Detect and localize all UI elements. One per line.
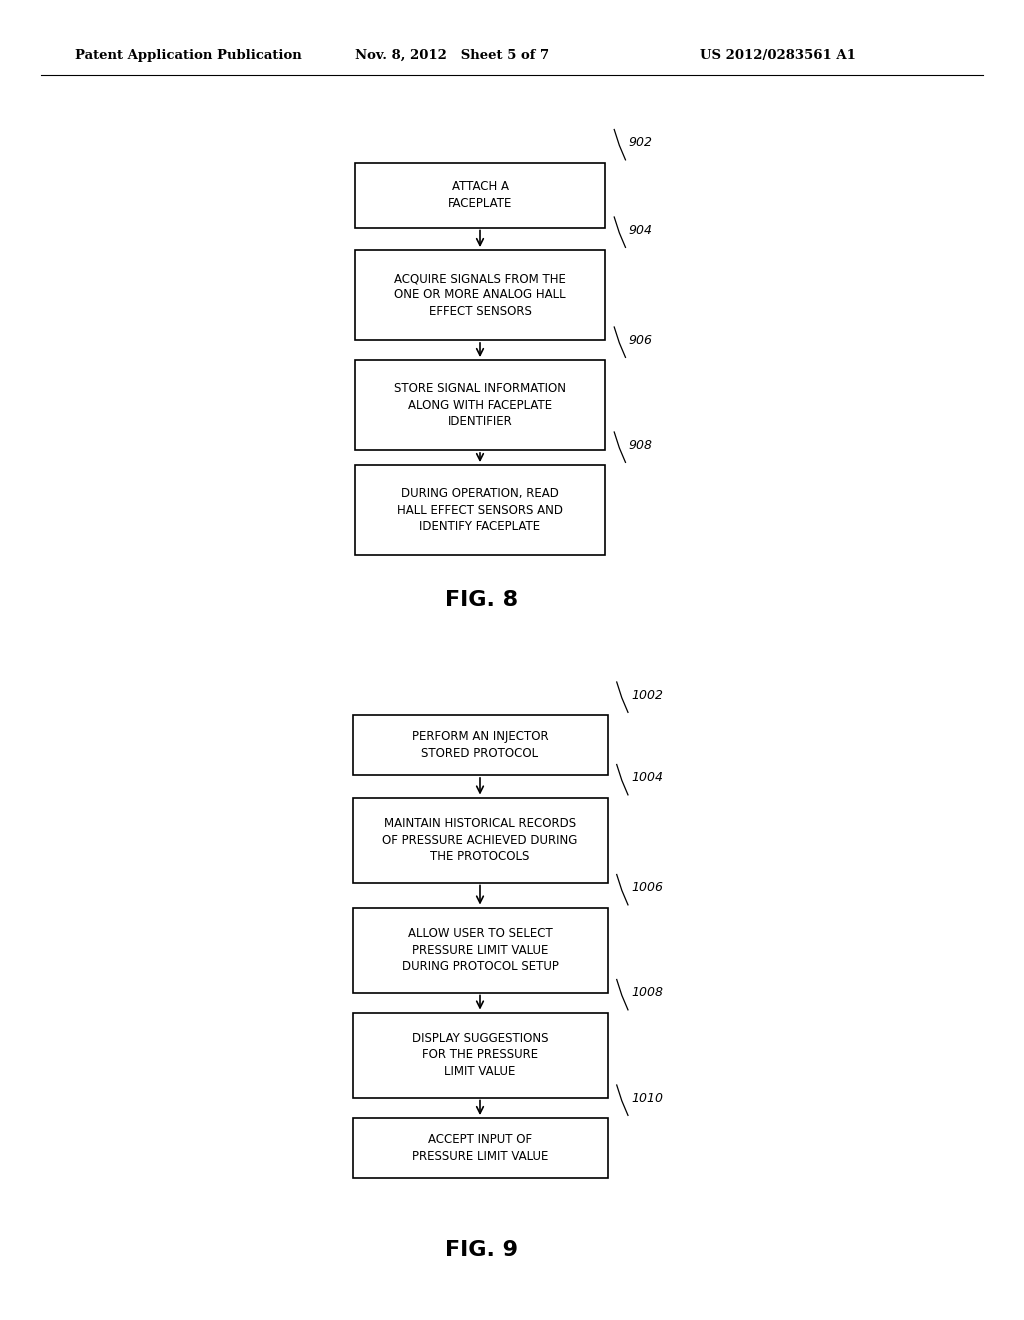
Text: ALLOW USER TO SELECT
PRESSURE LIMIT VALUE
DURING PROTOCOL SETUP: ALLOW USER TO SELECT PRESSURE LIMIT VALU… bbox=[401, 927, 558, 973]
FancyBboxPatch shape bbox=[352, 715, 607, 775]
Text: US 2012/0283561 A1: US 2012/0283561 A1 bbox=[700, 49, 856, 62]
Text: 1010: 1010 bbox=[631, 1092, 664, 1105]
Text: 1004: 1004 bbox=[631, 771, 664, 784]
Text: PERFORM AN INJECTOR
STORED PROTOCOL: PERFORM AN INJECTOR STORED PROTOCOL bbox=[412, 730, 548, 760]
Text: DISPLAY SUGGESTIONS
FOR THE PRESSURE
LIMIT VALUE: DISPLAY SUGGESTIONS FOR THE PRESSURE LIM… bbox=[412, 1032, 548, 1078]
FancyBboxPatch shape bbox=[352, 1012, 607, 1097]
Text: Nov. 8, 2012   Sheet 5 of 7: Nov. 8, 2012 Sheet 5 of 7 bbox=[355, 49, 549, 62]
Text: DURING OPERATION, READ
HALL EFFECT SENSORS AND
IDENTIFY FACEPLATE: DURING OPERATION, READ HALL EFFECT SENSO… bbox=[397, 487, 563, 533]
Text: ACQUIRE SIGNALS FROM THE
ONE OR MORE ANALOG HALL
EFFECT SENSORS: ACQUIRE SIGNALS FROM THE ONE OR MORE ANA… bbox=[394, 272, 566, 318]
Text: 904: 904 bbox=[629, 224, 652, 236]
Text: 1006: 1006 bbox=[631, 882, 664, 895]
FancyBboxPatch shape bbox=[355, 162, 605, 227]
Text: 1008: 1008 bbox=[631, 986, 664, 999]
Text: 1002: 1002 bbox=[631, 689, 664, 702]
Text: ACCEPT INPUT OF
PRESSURE LIMIT VALUE: ACCEPT INPUT OF PRESSURE LIMIT VALUE bbox=[412, 1134, 548, 1163]
Text: Patent Application Publication: Patent Application Publication bbox=[75, 49, 302, 62]
FancyBboxPatch shape bbox=[355, 249, 605, 341]
Text: 908: 908 bbox=[629, 438, 652, 451]
FancyBboxPatch shape bbox=[352, 1118, 607, 1177]
Text: MAINTAIN HISTORICAL RECORDS
OF PRESSURE ACHIEVED DURING
THE PROTOCOLS: MAINTAIN HISTORICAL RECORDS OF PRESSURE … bbox=[382, 817, 578, 863]
Text: FIG. 9: FIG. 9 bbox=[444, 1239, 518, 1261]
FancyBboxPatch shape bbox=[355, 465, 605, 554]
FancyBboxPatch shape bbox=[352, 908, 607, 993]
Text: ATTACH A
FACEPLATE: ATTACH A FACEPLATE bbox=[447, 181, 512, 210]
FancyBboxPatch shape bbox=[355, 360, 605, 450]
FancyBboxPatch shape bbox=[352, 797, 607, 883]
Text: 906: 906 bbox=[629, 334, 652, 347]
Text: STORE SIGNAL INFORMATION
ALONG WITH FACEPLATE
IDENTIFIER: STORE SIGNAL INFORMATION ALONG WITH FACE… bbox=[394, 381, 566, 428]
Text: FIG. 8: FIG. 8 bbox=[444, 590, 518, 610]
Text: 902: 902 bbox=[629, 136, 652, 149]
